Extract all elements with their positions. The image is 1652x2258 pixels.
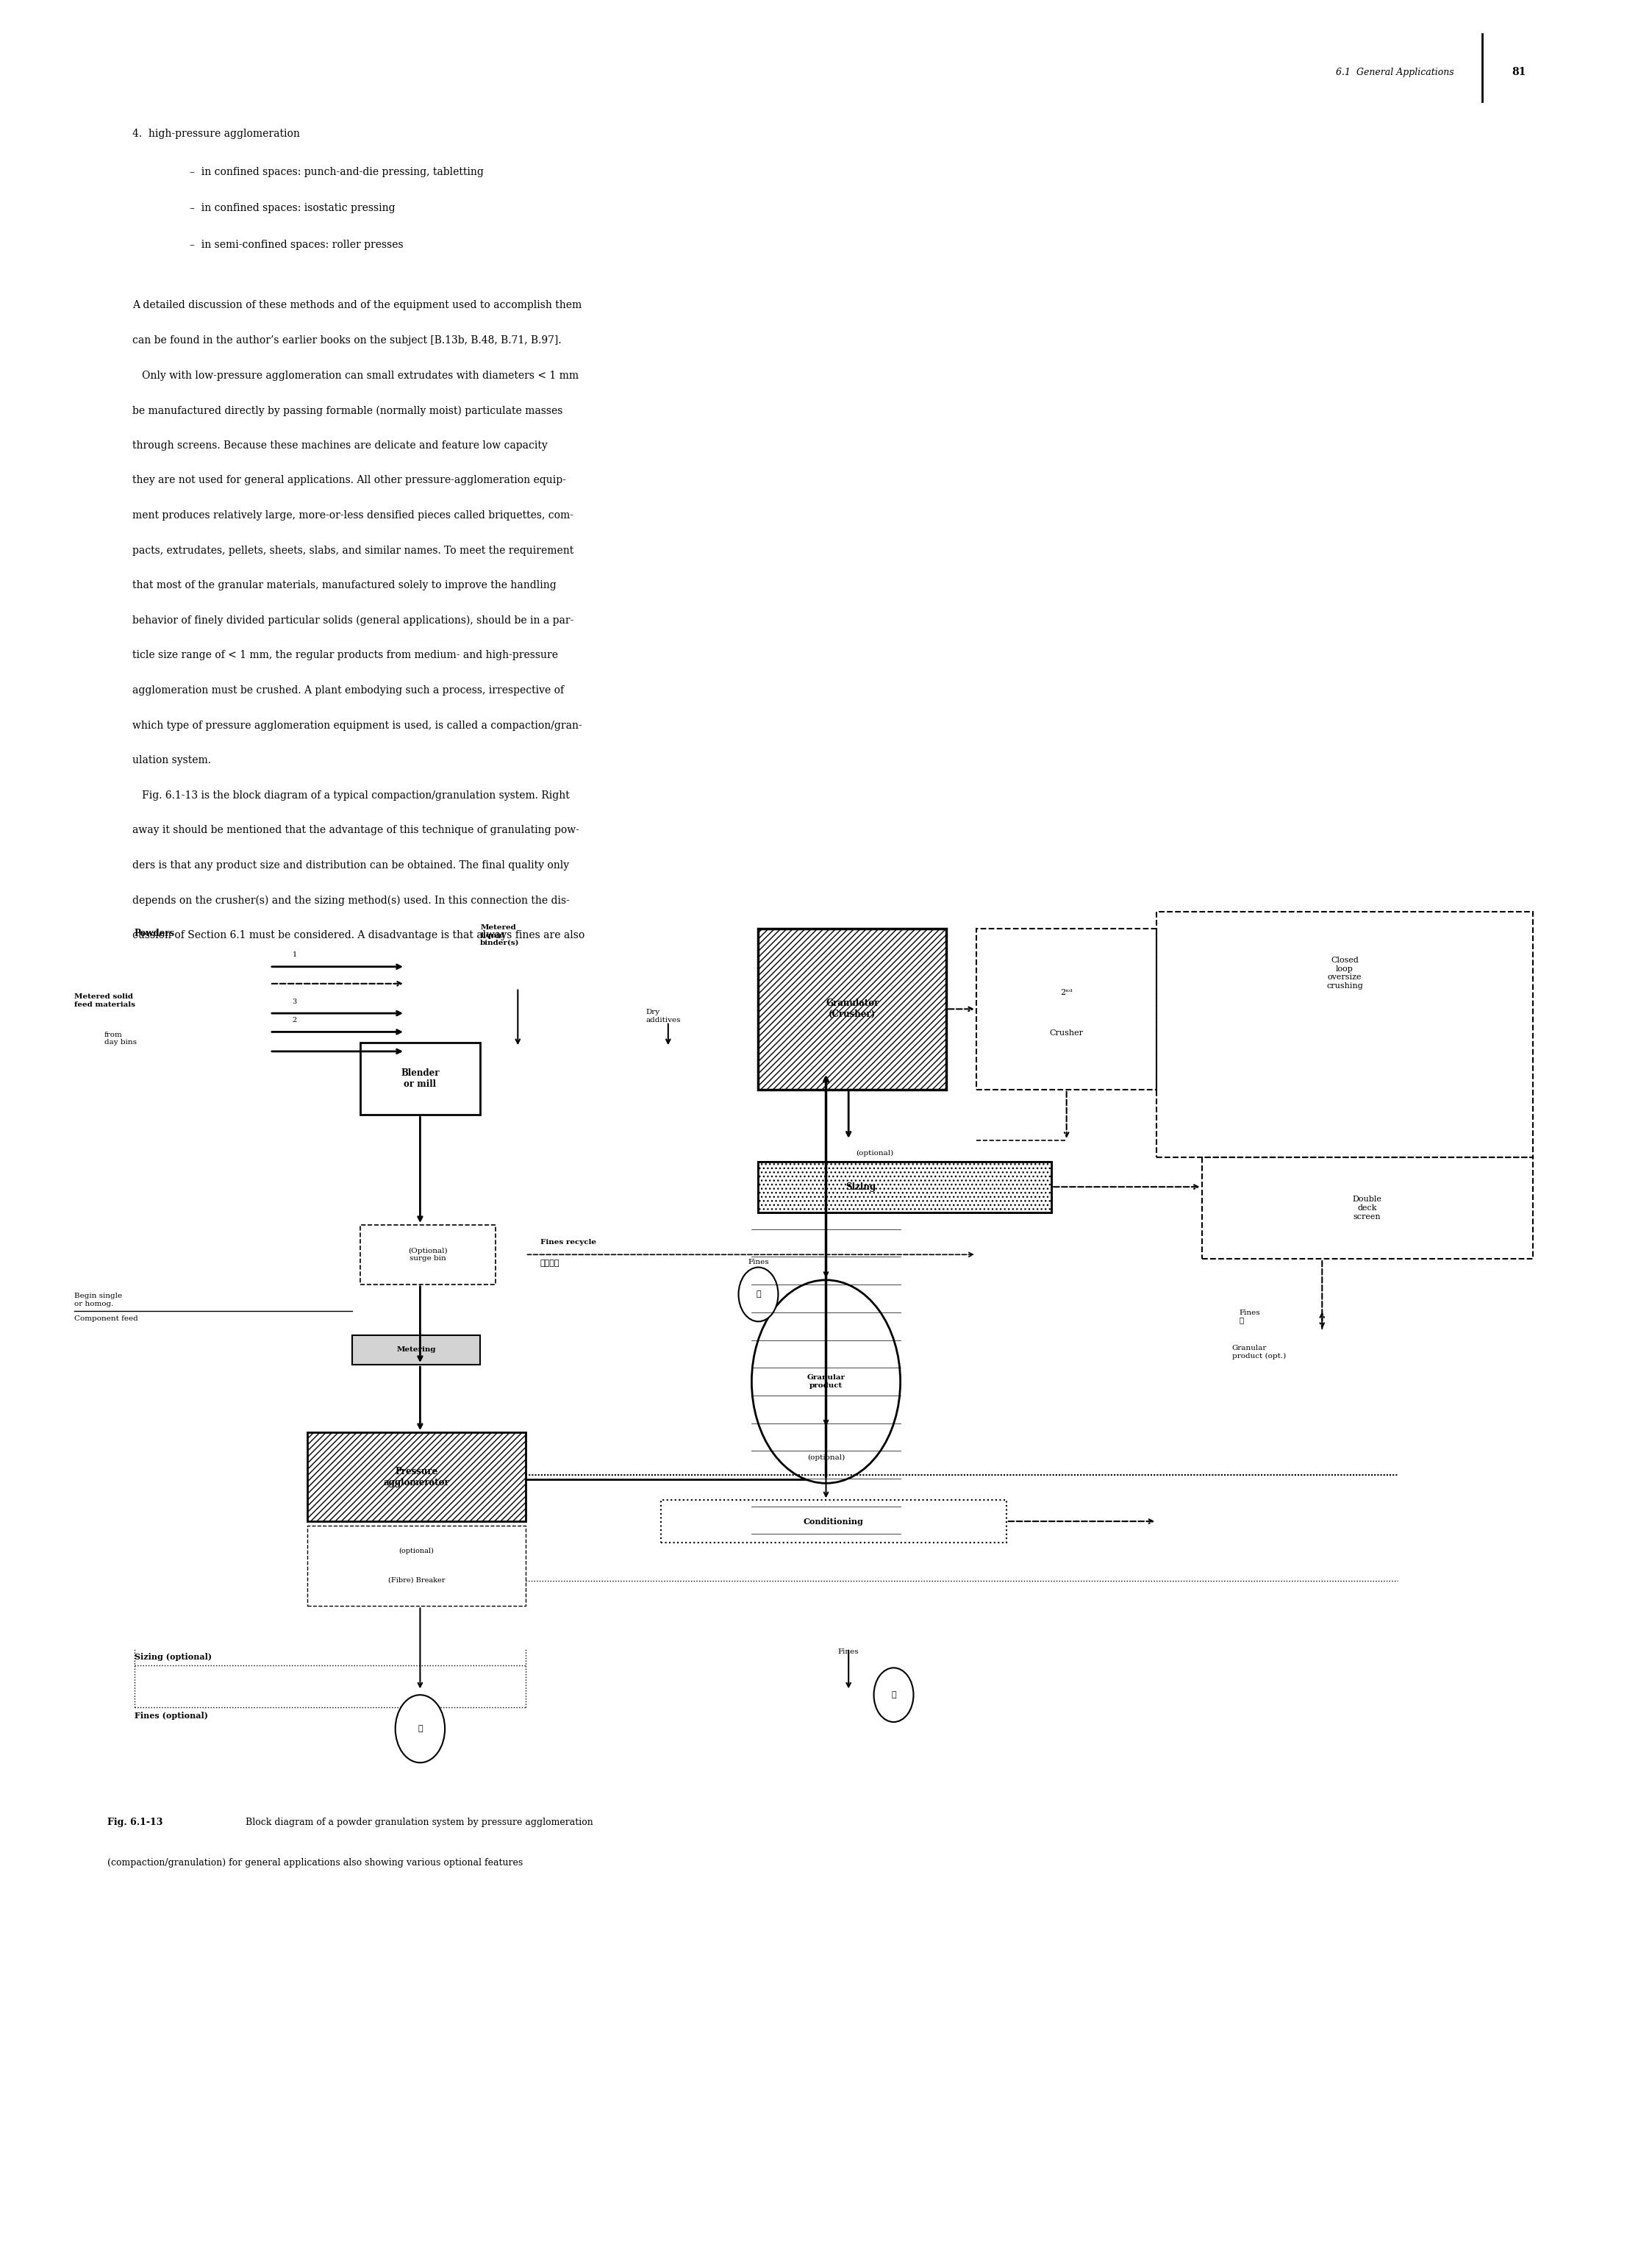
Text: away it should be mentioned that the advantage of this technique of granulating : away it should be mentioned that the adv… (132, 824, 580, 835)
Text: Blender
or mill: Blender or mill (401, 1068, 439, 1088)
Bar (1156, 912, 1533, 1158)
Text: pacts, extrudates, pellets, sheets, slabs, and similar names. To meet the requir: pacts, extrudates, pellets, sheets, slab… (132, 546, 573, 555)
Text: Crusher: Crusher (1049, 1030, 1084, 1036)
Text: Component feed: Component feed (74, 1316, 139, 1323)
Text: Dry
additives: Dry additives (646, 1009, 681, 1023)
Text: ticle size range of < 1 mm, the regular products from medium- and high-pressure: ticle size range of < 1 mm, the regular … (132, 650, 558, 662)
Text: through screens. Because these machines are delicate and feature low capacity: through screens. Because these machines … (132, 440, 547, 452)
Text: Pressure
agglomerator: Pressure agglomerator (383, 1468, 449, 1488)
Text: (Fibre) Breaker: (Fibre) Breaker (388, 1576, 444, 1583)
Text: (optional): (optional) (808, 1454, 844, 1461)
Text: behavior of finely divided particular solids (general applications), should be i: behavior of finely divided particular so… (132, 614, 573, 625)
Text: can be found in the author’s earlier books on the subject [B.13b, B.48, B.71, B.: can be found in the author’s earlier boo… (132, 334, 562, 345)
Text: Conditioning: Conditioning (803, 1517, 864, 1526)
Text: (optional): (optional) (398, 1549, 434, 1556)
Text: Sizing (optional): Sizing (optional) (134, 1653, 211, 1660)
Text: which type of pressure agglomeration equipment is used, is called a compaction/g: which type of pressure agglomeration equ… (132, 720, 582, 732)
Bar (661, 1499, 1006, 1542)
Text: Powders: Powders (134, 928, 175, 937)
Text: Fines: Fines (748, 1258, 768, 1264)
Text: –  in semi-confined spaces: roller presses: – in semi-confined spaces: roller presse… (190, 239, 403, 251)
Bar (360, 1224, 496, 1285)
Text: Fines: Fines (838, 1648, 859, 1655)
Text: 2: 2 (292, 1016, 297, 1023)
Circle shape (738, 1267, 778, 1321)
Text: cussion of Section 6.1 must be considered. A disadvantage is that always fines a: cussion of Section 6.1 must be considere… (132, 930, 585, 942)
Text: Granular
product (opt.): Granular product (opt.) (1232, 1346, 1285, 1359)
Text: Metering: Metering (396, 1346, 436, 1353)
Text: Closed
loop
oversize
crushing: Closed loop oversize crushing (1327, 957, 1363, 989)
Text: 6.1  General Applications: 6.1 General Applications (1336, 68, 1454, 77)
Text: agglomeration must be crushed. A plant embodying such a process, irrespective of: agglomeration must be crushed. A plant e… (132, 684, 563, 695)
Bar (1201, 1158, 1533, 1258)
Circle shape (752, 1280, 900, 1484)
Text: from
day bins: from day bins (104, 1032, 137, 1045)
Text: depends on the crusher(s) and the sizing method(s) used. In this connection the : depends on the crusher(s) and the sizing… (132, 894, 570, 905)
Circle shape (395, 1696, 444, 1763)
Text: Fig. 6.1-13 is the block diagram of a typical compaction/granulation system. Rig: Fig. 6.1-13 is the block diagram of a ty… (132, 790, 570, 802)
Text: ulation system.: ulation system. (132, 754, 211, 765)
Text: Fines recycle: Fines recycle (540, 1240, 596, 1244)
Text: Double
deck
screen: Double deck screen (1353, 1197, 1381, 1219)
Text: –  in confined spaces: isostatic pressing: – in confined spaces: isostatic pressing (190, 203, 395, 215)
Text: Fines
Ⓒ: Fines Ⓒ (1239, 1310, 1260, 1323)
Bar (758, 928, 947, 1091)
Text: Ⓐ: Ⓐ (418, 1725, 423, 1732)
Text: 81: 81 (1512, 68, 1526, 77)
Text: Ⓑ: Ⓑ (757, 1292, 762, 1298)
Text: be manufactured directly by passing formable (normally moist) particulate masses: be manufactured directly by passing form… (132, 404, 563, 415)
Text: Block diagram of a powder granulation system by pressure agglomeration: Block diagram of a powder granulation sy… (240, 1818, 593, 1827)
Text: 1: 1 (292, 951, 297, 957)
Bar (352, 1334, 481, 1364)
Text: (Optional)
surge bin: (Optional) surge bin (408, 1246, 448, 1262)
Bar (976, 928, 1156, 1091)
Text: 2ⁿᵈ: 2ⁿᵈ (1061, 989, 1072, 996)
Text: 4.  high-pressure agglomeration: 4. high-pressure agglomeration (132, 129, 299, 140)
Text: ment produces relatively large, more-or-less densified pieces called briquettes,: ment produces relatively large, more-or-… (132, 510, 573, 522)
Text: that most of the granular materials, manufactured solely to improve the handling: that most of the granular materials, man… (132, 580, 557, 592)
Text: Only with low-pressure agglomeration can small extrudates with diameters < 1 mm: Only with low-pressure agglomeration can… (132, 370, 578, 382)
Text: Granulator
(Crusher): Granulator (Crusher) (826, 998, 879, 1018)
Bar (758, 1161, 1051, 1213)
Circle shape (874, 1669, 914, 1723)
Text: (compaction/granulation) for general applications also showing various optional : (compaction/granulation) for general app… (107, 1858, 524, 1867)
Bar (758, 1161, 1051, 1213)
Text: –  in confined spaces: punch-and-die pressing, tabletting: – in confined spaces: punch-and-die pres… (190, 167, 484, 178)
Text: (optional): (optional) (856, 1149, 894, 1156)
Text: A detailed discussion of these methods and of the equipment used to accomplish t: A detailed discussion of these methods a… (132, 300, 582, 312)
Text: they are not used for general applications. All other pressure-agglomeration equ: they are not used for general applicatio… (132, 476, 567, 485)
Bar (360, 1043, 481, 1115)
Text: ders is that any product size and distribution can be obtained. The final qualit: ders is that any product size and distri… (132, 860, 568, 872)
Text: Fines (optional): Fines (optional) (134, 1712, 208, 1721)
Text: Fig. 6.1-13: Fig. 6.1-13 (107, 1818, 164, 1827)
Text: Granular
product: Granular product (806, 1375, 846, 1389)
Text: ⒶⒷⒸⒹ: ⒶⒷⒸⒹ (540, 1260, 560, 1267)
Text: Ⓓ: Ⓓ (890, 1691, 895, 1698)
Text: Metered solid
feed materials: Metered solid feed materials (74, 994, 135, 1007)
Text: Sizing: Sizing (846, 1183, 876, 1192)
Text: Metered
liquid
binder(s): Metered liquid binder(s) (481, 924, 520, 946)
Text: 3: 3 (292, 998, 297, 1005)
Text: Begin single
or homog.: Begin single or homog. (74, 1292, 122, 1307)
Bar (307, 1432, 525, 1522)
Bar (307, 1526, 525, 1605)
